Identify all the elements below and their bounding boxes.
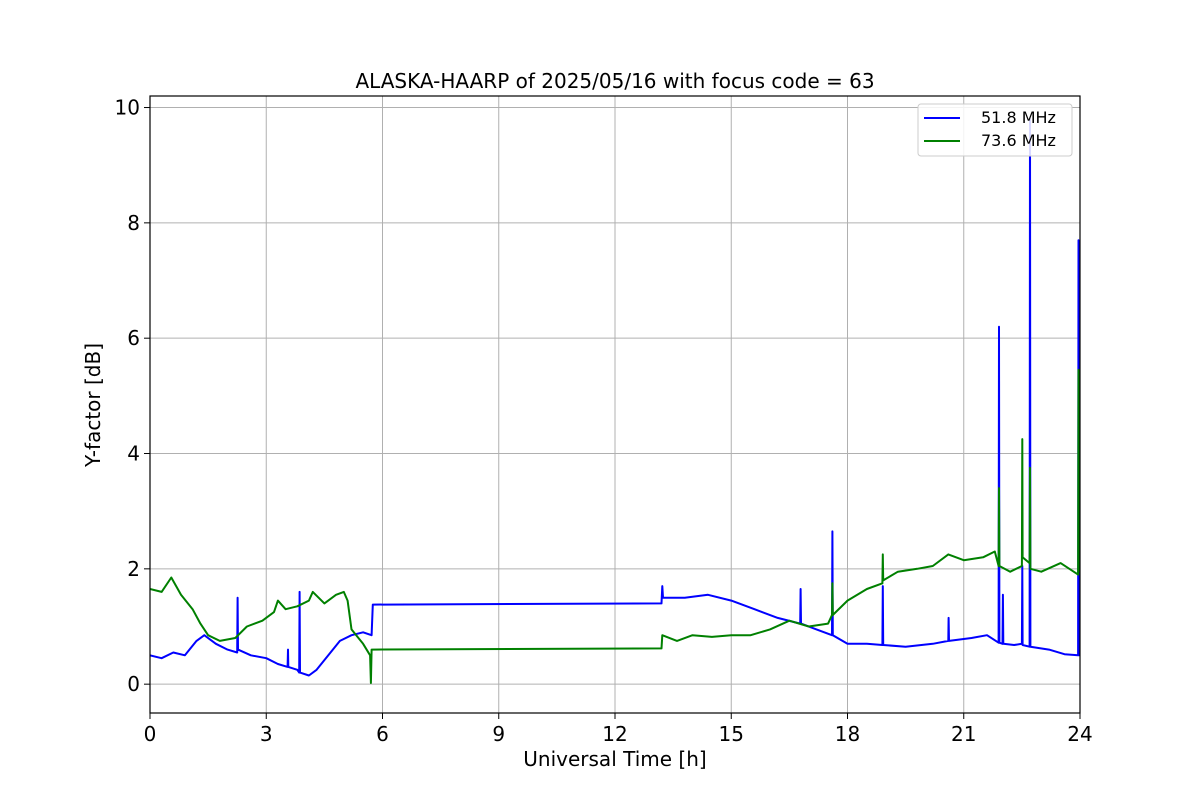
legend: 51.8 MHz 73.6 MHz	[917, 103, 1073, 157]
y-tick-label: 4	[127, 442, 140, 466]
legend-label-1: 73.6 MHz	[981, 131, 1056, 150]
x-tick-label: 18	[835, 722, 860, 746]
y-tick-label: 10	[115, 96, 140, 120]
x-tick-label: 15	[719, 722, 744, 746]
x-tick-label: 24	[1067, 722, 1092, 746]
y-tick-label: 8	[127, 211, 140, 235]
x-tick-label: 6	[376, 722, 389, 746]
y-tick-label: 2	[127, 557, 140, 581]
x-axis-label: Universal Time [h]	[523, 747, 706, 771]
grid	[149, 96, 1081, 713]
y-tick-label: 6	[127, 326, 140, 350]
x-tick-label: 12	[602, 722, 627, 746]
chart-title: ALASKA-HAARP of 2025/05/16 with focus co…	[355, 69, 874, 93]
legend-label-0: 51.8 MHz	[981, 108, 1056, 127]
x-tick-label: 9	[492, 722, 505, 746]
y-axis-label: Y-factor [dB]	[81, 343, 105, 468]
series-layer	[150, 118, 1080, 684]
y-tick-label: 0	[127, 672, 140, 696]
x-tick-label: 0	[144, 722, 157, 746]
x-tick-label: 3	[260, 722, 273, 746]
series-line-1	[150, 368, 1080, 684]
x-tick-label: 21	[951, 722, 976, 746]
